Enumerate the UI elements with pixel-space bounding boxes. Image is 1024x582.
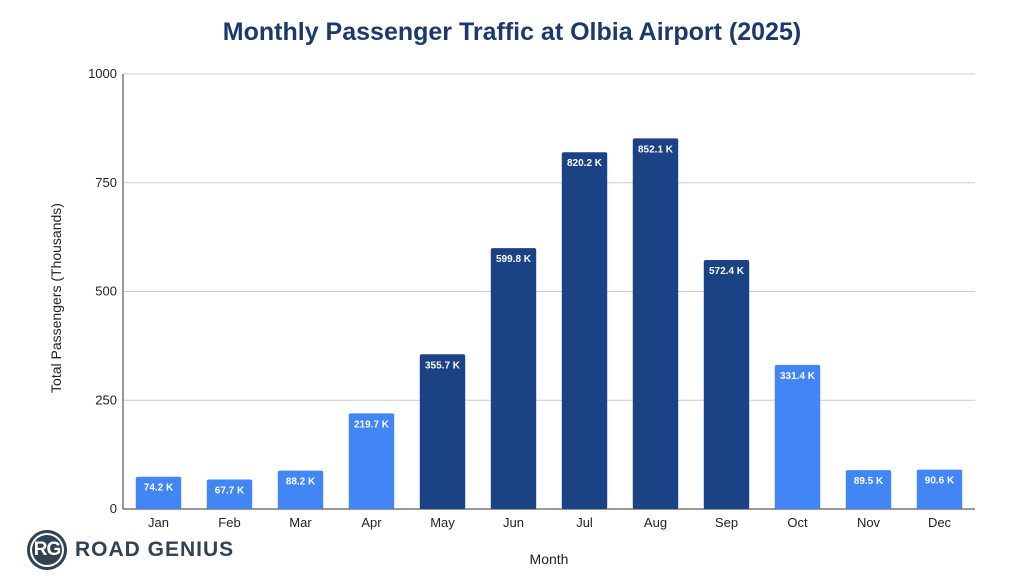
data-label: 67.7 K [215, 486, 245, 497]
bar-jul [561, 152, 608, 509]
x-tick-label: May [430, 515, 455, 530]
x-tick-label: Nov [857, 515, 881, 530]
x-tick-label: Aug [644, 515, 667, 530]
bar-oct [774, 364, 821, 509]
logo-badge-icon: RG [27, 530, 67, 570]
bar-sep [703, 260, 750, 509]
data-label: 331.4 K [780, 371, 816, 382]
axes [122, 74, 975, 510]
y-tick-label: 1000 [88, 66, 117, 81]
bar-may [419, 354, 466, 509]
tick-labels: 0 250 500 750 1000 Jan Feb Mar Apr May Jun Jul Aug Se… [88, 66, 951, 530]
data-label: 219.7 K [354, 419, 390, 430]
y-tick-label: 500 [95, 284, 117, 299]
bar-feb [206, 479, 253, 509]
x-tick-label: Jul [576, 515, 593, 530]
chart-title: Monthly Passenger Traffic at Olbia Airpo… [222, 18, 802, 46]
data-label: 89.5 K [854, 476, 884, 487]
x-tick-label: Jun [503, 515, 524, 530]
x-axis-label: Month [530, 551, 569, 567]
data-label: 355.7 K [425, 360, 461, 371]
x-tick-label: Mar [289, 515, 312, 530]
bar-dec [916, 469, 963, 509]
y-axis-label: Total Passengers (Thousands) [48, 203, 64, 393]
x-tick-label: Sep [715, 515, 738, 530]
x-tick-label: Dec [928, 515, 952, 530]
y-tick-label: 750 [95, 175, 117, 190]
x-tick-label: Feb [218, 515, 240, 530]
data-label: 599.8 K [496, 254, 532, 265]
bars [135, 138, 963, 510]
data-label: 852.1 K [638, 144, 674, 155]
logo-text: ROAD GENIUS [75, 538, 235, 561]
data-label: 820.2 K [567, 158, 603, 169]
bar-mar [277, 470, 324, 509]
data-label: 88.2 K [286, 477, 316, 488]
road-genius-logo: RG ROAD GENIUS [27, 530, 234, 570]
data-label: 572.4 K [709, 266, 745, 277]
bar-apr [348, 413, 395, 509]
bar-nov [845, 470, 892, 509]
bar-jan [135, 476, 182, 509]
x-tick-label: Oct [787, 515, 808, 530]
bar-aug [632, 138, 679, 510]
data-label: 74.2 K [144, 483, 174, 494]
y-tick-label: 250 [95, 392, 117, 407]
gridlines [123, 73, 975, 401]
y-tick-label: 0 [110, 501, 117, 516]
data-label: 90.6 K [925, 476, 955, 487]
bar-jun [490, 248, 537, 509]
x-tick-label: Apr [361, 515, 382, 530]
x-tick-label: Jan [148, 515, 169, 530]
data-labels: 74.2 K 67.7 K 88.2 K 219.7 K 355.7 K 599.8 K 8… [144, 144, 955, 496]
